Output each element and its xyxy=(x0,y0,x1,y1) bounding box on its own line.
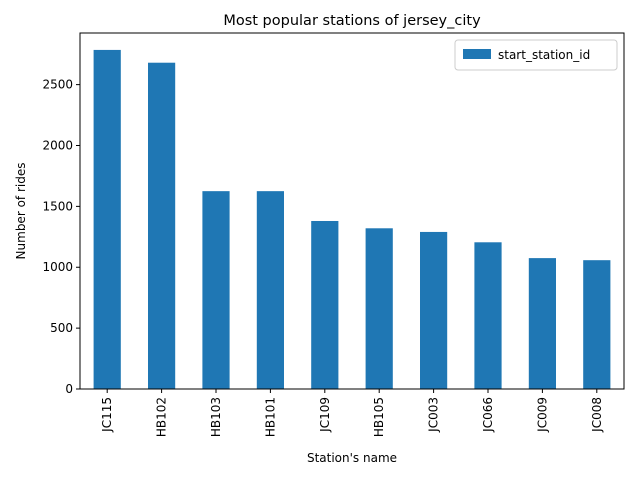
bar-JC066 xyxy=(474,242,502,389)
x-tick-label: JC066 xyxy=(481,397,495,433)
legend-swatch xyxy=(463,49,491,59)
y-tick-label: 2000 xyxy=(42,138,73,152)
y-axis-title: Number of rides xyxy=(14,163,28,260)
bars-group xyxy=(93,49,611,390)
legend-label: start_station_id xyxy=(498,48,590,62)
y-tick-label: 1500 xyxy=(42,199,73,213)
bar-JC003 xyxy=(420,231,448,389)
x-tick-label: HB105 xyxy=(372,397,386,437)
y-tick-label: 1000 xyxy=(42,260,73,274)
x-tick-label: JC115 xyxy=(100,397,114,433)
x-tick-label: HB102 xyxy=(155,397,169,437)
x-tick-label: HB103 xyxy=(209,397,223,437)
bar-HB105 xyxy=(365,228,393,389)
bar-HB101 xyxy=(256,191,284,389)
y-axis: 0 500 1000 1500 2000 2500 xyxy=(42,78,80,396)
bar-JC008 xyxy=(583,260,611,389)
bar-HB103 xyxy=(202,191,230,389)
x-tick-label: JC109 xyxy=(318,397,332,433)
x-axis: JC115 HB102 HB103 HB101 JC109 HB105 JC003 JC066… xyxy=(100,389,604,437)
x-tick-label: JC008 xyxy=(590,397,604,433)
bar-HB102 xyxy=(148,62,176,390)
y-tick-label: 500 xyxy=(50,321,73,335)
x-tick-label: JC003 xyxy=(427,397,441,433)
x-tick-label: HB101 xyxy=(263,397,277,437)
legend: start_station_id xyxy=(454,39,618,71)
chart-title: Most popular stations of jersey_city xyxy=(223,13,481,29)
bar-JC109 xyxy=(311,220,339,389)
legend-box xyxy=(454,39,618,71)
x-tick-label: JC009 xyxy=(535,397,549,433)
bar-JC115 xyxy=(93,49,121,389)
bar-JC009 xyxy=(528,258,556,389)
x-axis-title: Station's name xyxy=(307,451,397,465)
plot-frame xyxy=(79,32,625,390)
y-tick-label: 0 xyxy=(65,382,73,396)
y-tick-label: 2500 xyxy=(42,78,73,92)
